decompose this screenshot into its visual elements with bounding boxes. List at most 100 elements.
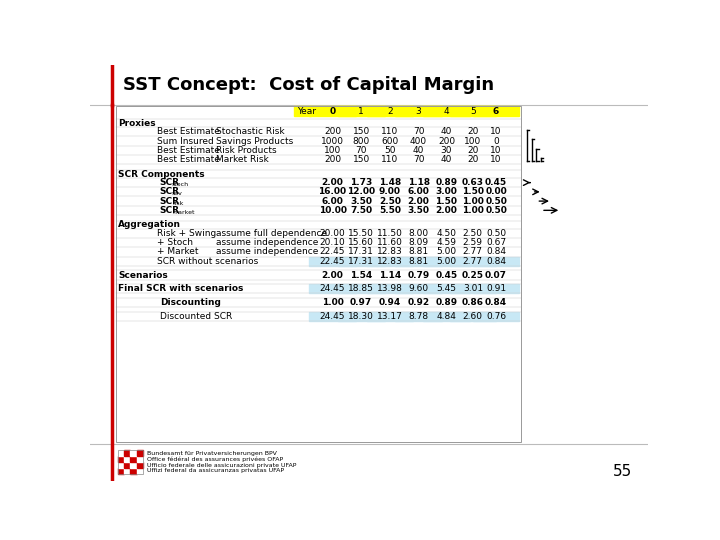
Text: 4.59: 4.59 bbox=[436, 238, 456, 247]
Text: 6.00: 6.00 bbox=[322, 197, 343, 206]
Bar bbox=[137, 456, 143, 462]
Text: 20.10: 20.10 bbox=[320, 238, 346, 247]
Text: 3.00: 3.00 bbox=[436, 187, 457, 197]
Text: 2.60: 2.60 bbox=[463, 312, 483, 321]
Text: assume independence: assume independence bbox=[215, 238, 318, 247]
Text: 15.50: 15.50 bbox=[348, 229, 374, 238]
Bar bbox=[423, 256, 469, 266]
Text: SCR: SCR bbox=[160, 187, 180, 197]
Text: 0.50: 0.50 bbox=[485, 197, 507, 206]
Text: 0: 0 bbox=[493, 137, 499, 146]
Text: 1000: 1000 bbox=[321, 137, 344, 146]
Text: Final SCR with scenarios: Final SCR with scenarios bbox=[118, 285, 243, 293]
Text: 10: 10 bbox=[490, 127, 502, 136]
Text: Ufficio federale delle assicurazioni private UFAP: Ufficio federale delle assicurazioni pri… bbox=[148, 463, 297, 468]
Bar bbox=[449, 106, 496, 117]
Bar bbox=[423, 106, 469, 117]
Text: 22.45: 22.45 bbox=[320, 256, 346, 266]
Text: 100: 100 bbox=[464, 137, 482, 146]
Text: SCR: SCR bbox=[160, 206, 180, 215]
Bar bbox=[473, 312, 519, 321]
Text: 12.83: 12.83 bbox=[377, 247, 402, 256]
Text: 0.92: 0.92 bbox=[408, 298, 430, 307]
Text: Sum Insured: Sum Insured bbox=[157, 137, 213, 146]
Bar bbox=[338, 106, 384, 117]
Bar bbox=[395, 256, 442, 266]
Text: 30: 30 bbox=[441, 146, 452, 155]
Text: 0.89: 0.89 bbox=[436, 298, 458, 307]
Text: SCR Components: SCR Components bbox=[118, 170, 204, 179]
Text: 11.50: 11.50 bbox=[377, 229, 403, 238]
Text: + Stoch: + Stoch bbox=[157, 238, 193, 247]
Text: 40: 40 bbox=[441, 127, 452, 136]
Text: 18.30: 18.30 bbox=[348, 312, 374, 321]
Text: 0.84: 0.84 bbox=[486, 247, 506, 256]
Text: 10.00: 10.00 bbox=[318, 206, 346, 215]
Text: 0.84: 0.84 bbox=[485, 298, 507, 307]
Text: 20: 20 bbox=[467, 127, 479, 136]
Bar bbox=[137, 468, 143, 475]
Text: 2.00: 2.00 bbox=[322, 271, 343, 280]
Text: 3: 3 bbox=[415, 107, 421, 116]
Text: + Market: + Market bbox=[157, 247, 198, 256]
Text: SCR: SCR bbox=[160, 178, 180, 187]
Text: 5.00: 5.00 bbox=[436, 256, 456, 266]
Text: 8.81: 8.81 bbox=[408, 247, 428, 256]
Text: 1.73: 1.73 bbox=[350, 178, 372, 187]
Text: 17.31: 17.31 bbox=[348, 256, 374, 266]
Text: 0.86: 0.86 bbox=[462, 298, 484, 307]
Bar bbox=[90, 65, 648, 105]
Text: SCR without scenarios: SCR without scenarios bbox=[157, 256, 258, 266]
Text: 0.50: 0.50 bbox=[486, 229, 506, 238]
Bar bbox=[366, 256, 413, 266]
Text: 0.25: 0.25 bbox=[462, 271, 484, 280]
Bar bbox=[137, 450, 143, 456]
Text: 0.91: 0.91 bbox=[486, 285, 506, 293]
Bar bbox=[395, 284, 442, 294]
Bar bbox=[118, 450, 143, 475]
Text: 12.00: 12.00 bbox=[347, 187, 375, 197]
Text: Savings Products: Savings Products bbox=[215, 137, 293, 146]
Bar bbox=[118, 456, 124, 462]
Bar bbox=[366, 312, 413, 321]
Bar bbox=[395, 312, 442, 321]
Text: 18.85: 18.85 bbox=[348, 285, 374, 293]
Bar bbox=[423, 284, 469, 294]
Text: 1.50: 1.50 bbox=[462, 187, 484, 197]
Text: SST Concept:  Cost of Capital Margin: SST Concept: Cost of Capital Margin bbox=[122, 76, 494, 94]
Text: 5: 5 bbox=[470, 107, 476, 116]
Text: 13.98: 13.98 bbox=[377, 285, 403, 293]
Text: 2.50: 2.50 bbox=[379, 197, 401, 206]
Text: 70: 70 bbox=[413, 155, 424, 164]
Text: 0.97: 0.97 bbox=[350, 298, 372, 307]
Text: stoch: stoch bbox=[172, 182, 189, 187]
Bar bbox=[130, 462, 137, 468]
Text: 2: 2 bbox=[387, 107, 392, 116]
Text: 2.00: 2.00 bbox=[408, 197, 430, 206]
Text: 0.84: 0.84 bbox=[486, 256, 506, 266]
Text: 7.50: 7.50 bbox=[350, 206, 372, 215]
Text: 2.77: 2.77 bbox=[463, 256, 483, 266]
Text: 800: 800 bbox=[353, 137, 370, 146]
Bar bbox=[118, 462, 124, 468]
Text: 16.00: 16.00 bbox=[318, 187, 346, 197]
Text: Market Risk: Market Risk bbox=[215, 155, 269, 164]
Bar bbox=[423, 312, 469, 321]
Text: Bundesamt für Privatversicherungen BPV: Bundesamt für Privatversicherungen BPV bbox=[148, 451, 277, 456]
Text: 0.94: 0.94 bbox=[379, 298, 401, 307]
Bar bbox=[310, 106, 356, 117]
Text: 9.00: 9.00 bbox=[379, 187, 401, 197]
Text: sav: sav bbox=[172, 191, 183, 196]
Bar bbox=[137, 462, 143, 468]
Text: 20.00: 20.00 bbox=[320, 229, 346, 238]
Text: 8.00: 8.00 bbox=[408, 229, 428, 238]
Text: 2.00: 2.00 bbox=[436, 206, 457, 215]
Bar bbox=[473, 106, 519, 117]
Text: 15.60: 15.60 bbox=[348, 238, 374, 247]
Text: Aggregation: Aggregation bbox=[118, 220, 181, 230]
Text: 24.45: 24.45 bbox=[320, 285, 346, 293]
Text: 4: 4 bbox=[444, 107, 449, 116]
Bar bbox=[338, 312, 384, 321]
Bar bbox=[366, 284, 413, 294]
Bar bbox=[449, 312, 496, 321]
